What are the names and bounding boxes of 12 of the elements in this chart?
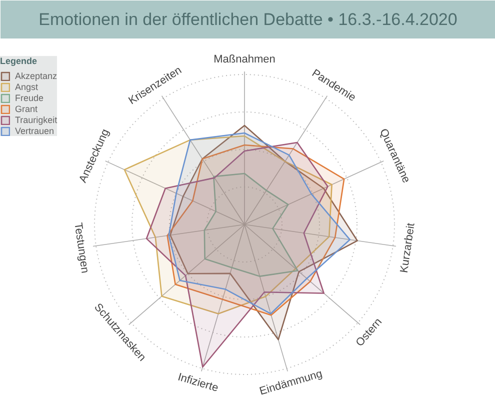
legend-label: Freude	[15, 93, 44, 103]
spoke-label: Infizierte	[176, 371, 220, 394]
legend-label: Akzeptanz	[15, 71, 58, 81]
spoke-label: Testungen	[72, 222, 91, 274]
legend-label: Vertrauen	[15, 126, 54, 136]
spoke-label: Maßnahmen	[214, 54, 276, 66]
legend-label: Traurigkeit	[15, 115, 58, 125]
chart-title: Emotionen in der öffentlichen Debatte • 16.3.-16.4.2020	[38, 10, 458, 29]
legend-title: Legende	[0, 56, 38, 66]
spoke-label: Kurzarbeit	[398, 222, 418, 274]
legend-label: Angst	[15, 82, 38, 92]
legend-label: Grant	[15, 104, 38, 114]
